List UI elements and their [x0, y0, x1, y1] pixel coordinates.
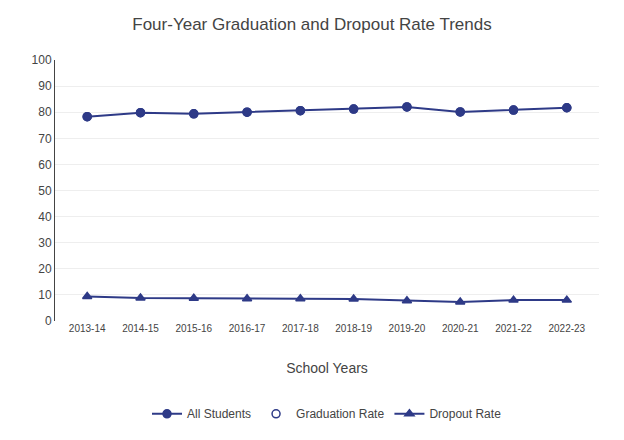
svg-text:40: 40	[38, 210, 52, 224]
svg-text:0: 0	[45, 314, 52, 328]
svg-text:70: 70	[38, 132, 52, 146]
svg-text:2021-22: 2021-22	[495, 323, 532, 334]
svg-text:2016-17: 2016-17	[229, 323, 266, 334]
svg-text:100: 100	[32, 53, 52, 67]
svg-text:2022-23: 2022-23	[548, 323, 585, 334]
svg-text:10: 10	[38, 288, 52, 302]
svg-text:Graduation Rate: Graduation Rate	[296, 407, 384, 421]
svg-text:60: 60	[38, 158, 52, 172]
svg-text:80: 80	[38, 105, 52, 119]
svg-text:2018-19: 2018-19	[335, 323, 372, 334]
svg-text:20: 20	[38, 262, 52, 276]
svg-text:2019-20: 2019-20	[389, 323, 426, 334]
svg-text:School Years: School Years	[286, 360, 368, 376]
svg-text:2014-15: 2014-15	[122, 323, 159, 334]
svg-text:2015-16: 2015-16	[175, 323, 212, 334]
svg-text:2020-21: 2020-21	[442, 323, 479, 334]
svg-text:90: 90	[38, 79, 52, 93]
svg-text:Dropout Rate: Dropout Rate	[429, 407, 501, 421]
svg-text:2017-18: 2017-18	[282, 323, 319, 334]
svg-text:All Students: All Students	[187, 407, 251, 421]
svg-text:30: 30	[38, 236, 52, 250]
svg-text:50: 50	[38, 184, 52, 198]
svg-text:Four-Year Graduation and Dropo: Four-Year Graduation and Dropout Rate Tr…	[132, 15, 491, 34]
svg-text:2013-14: 2013-14	[69, 323, 106, 334]
